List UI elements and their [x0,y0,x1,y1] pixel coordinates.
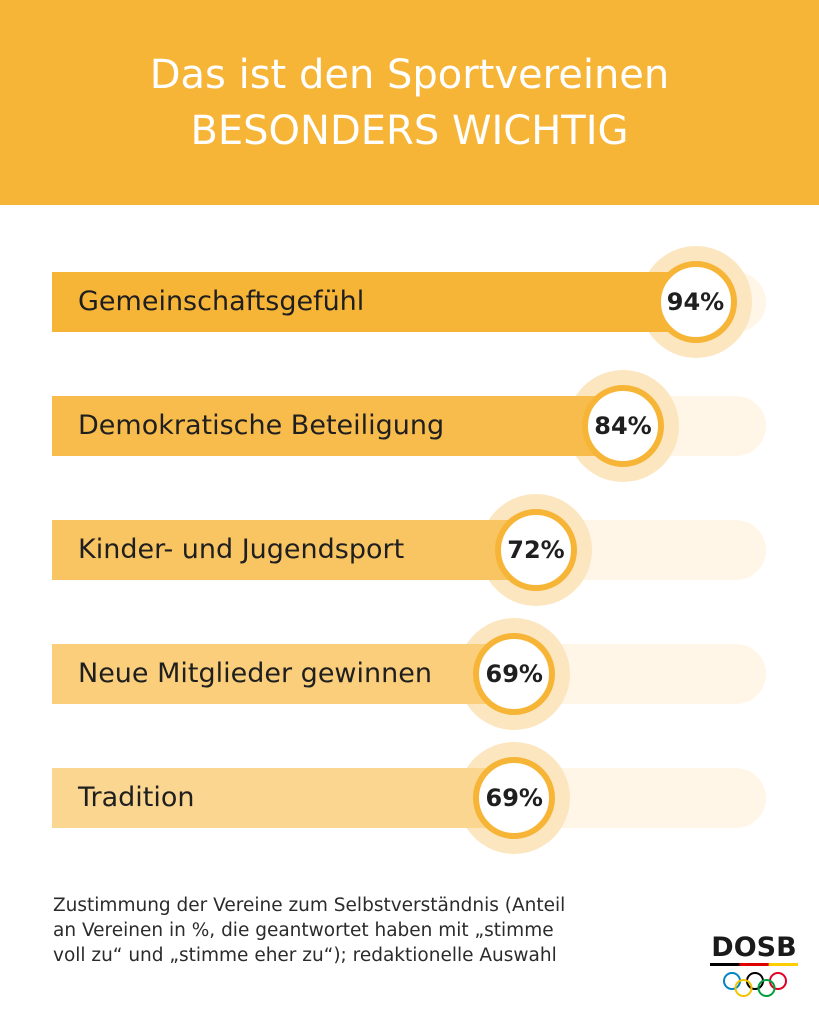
dosb-logo: DOSB [708,932,800,1002]
value-circle [473,633,556,715]
flag-stripe-icon [710,963,798,966]
header-banner: Das ist den Sportvereinen BESONDERS WICH… [0,0,819,205]
bar [52,768,515,828]
value-circle [582,385,664,467]
title-line-2: BESONDERS WICHTIG [190,107,629,154]
value-label: 69% [485,784,543,812]
bar [52,396,623,456]
olympic-ring [734,979,753,997]
bar [52,520,536,580]
footnote-line-1: Zustimmung der Vereine zum Selbstverstän… [53,895,566,916]
logo-text: DOSB [711,932,797,963]
category-label: Gemeinschaftsgefühl [78,286,365,317]
footnote-line-2: an Vereinen in %, die geantwortet haben … [53,920,554,941]
value-circle [495,509,577,591]
flag-stripe [710,963,740,966]
flag-stripe [739,963,770,966]
value-circle [654,261,737,343]
footnote-line-3: voll zu“ und „stimme eher zu“); redaktio… [53,945,557,966]
olympic-ring [769,972,787,990]
value-label: 72% [507,536,565,564]
olympic-ring [757,979,776,997]
olympic-rings-icon [723,972,787,997]
category-label: Kinder- und Jugendsport [78,534,405,565]
title-line-1: Das ist den Sportvereinen [149,51,670,98]
category-label: Demokratische Beteiligung [78,410,445,441]
bar [52,644,515,704]
value-label: 69% [485,660,543,688]
footnote: Zustimmung der Vereine zum Selbstverstän… [53,893,693,968]
bar [52,272,696,332]
olympic-ring [723,972,741,990]
category-label: Tradition [78,782,195,813]
olympic-ring [746,972,764,990]
value-label: 94% [666,288,725,316]
value-circle [473,757,556,839]
category-label: Neue Mitglieder gewinnen [78,658,432,689]
value-label: 84% [594,412,652,440]
flag-stripe [768,963,798,966]
